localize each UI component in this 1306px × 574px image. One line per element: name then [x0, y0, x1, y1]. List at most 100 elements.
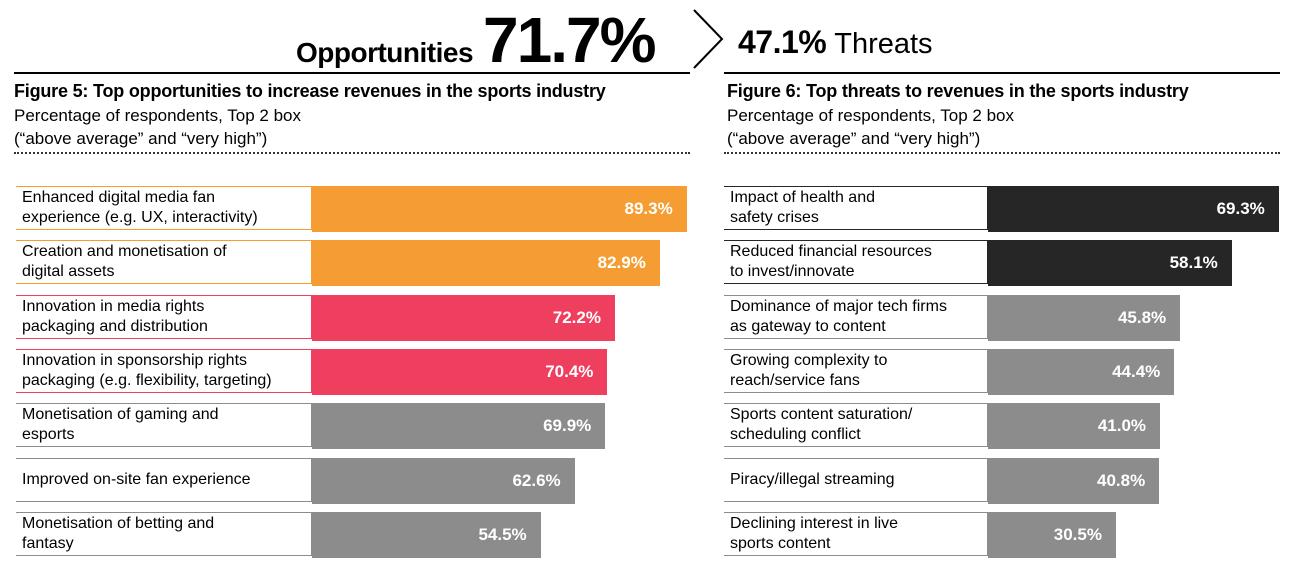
- bar-value-label: 58.1%: [1169, 253, 1218, 273]
- category-label-line: safety crises: [730, 209, 819, 226]
- category-label-text: Dominance of major tech firms as gateway …: [730, 297, 947, 337]
- bar: 41.0%: [988, 403, 1161, 450]
- category-label: Impact of health and safety crises: [724, 186, 988, 230]
- bar-value-label: 54.5%: [478, 524, 527, 544]
- bar-value-label: 69.3%: [1216, 199, 1265, 218]
- bar-value-label: 45.8%: [1117, 307, 1167, 327]
- category-label-line: Monetisation of betting and: [22, 514, 215, 532]
- category-label-line: scheduling conflict: [730, 426, 861, 444]
- category-label-line: digital assets: [22, 263, 115, 281]
- figure5-subtitle-line: Percentage of respondents, Top 2 box: [14, 106, 301, 125]
- category-label-text: Reduced financial resources to invest/inn…: [730, 242, 932, 282]
- category-label-text: Enhanced digital media fan experience (e.…: [22, 188, 258, 228]
- chevron-right-icon: [693, 9, 724, 69]
- category-label-text: Creation and monetisation of digital asse…: [22, 242, 227, 282]
- bar: 62.6%: [312, 457, 575, 504]
- category-label: Sports content saturation/scheduling con…: [724, 403, 988, 448]
- opportunities-value: 71.7%: [483, 4, 656, 76]
- bar-value-label: 72.2%: [552, 307, 601, 327]
- left-top-rule: [14, 72, 690, 74]
- category-label-line: Growing complexity to: [730, 351, 888, 369]
- bar-value-label: 69.9%: [543, 416, 592, 436]
- figure5-title: Figure 5: Top opportunities to increase …: [14, 81, 606, 101]
- category-label-text: Declining interest in live sports content: [730, 514, 898, 554]
- bar: 54.5%: [312, 511, 541, 558]
- category-label: Monetisation of gaming and esports: [16, 403, 312, 448]
- category-label-line: to invest/innovate: [730, 263, 855, 281]
- category-label-line: Reduced financial resources: [730, 243, 932, 261]
- category-label-line: esports: [22, 426, 75, 444]
- category-label-text: Monetisation of gaming and esports: [22, 405, 219, 445]
- category-label-text: Impact of health and safety crises: [730, 188, 875, 228]
- bar-value-label: 44.4%: [1112, 361, 1161, 381]
- figure5-subtitle: Percentage of respondents, Top 2 box (“a…: [14, 104, 301, 150]
- category-label-line: packaging (e.g. flexibility, targeting): [22, 371, 272, 389]
- bar: 44.4%: [988, 348, 1175, 395]
- category-label: Monetisation of betting and fantasy: [16, 511, 312, 556]
- category-label-line: Creation and monetisation of: [22, 243, 227, 261]
- figure6-title: Figure 6: Top threats to revenues in the…: [727, 81, 1189, 101]
- category-label: Declining interest in live sports content: [724, 511, 988, 556]
- bar-value-label: 30.5%: [1053, 524, 1102, 544]
- category-label-line: Dominance of major tech firms: [730, 297, 947, 315]
- bar-value-label: 41.0%: [1097, 416, 1147, 436]
- category-label-line: Impact of health and: [730, 189, 875, 206]
- category-label-line: Declining interest in live: [730, 514, 899, 532]
- category-label-text: Piracy/illegal streaming: [730, 470, 895, 490]
- left-dotted-rule: [14, 152, 690, 154]
- category-label-line: Innovation in sponsorship rights: [22, 351, 248, 369]
- category-label: Creation and monetisation of digital asse…: [16, 240, 312, 285]
- category-label-line: Enhanced digital media fan: [22, 189, 216, 206]
- opportunities-header: Opportunities 71.7%: [296, 8, 657, 72]
- threats-bar-chart: Impact of health and safety crises 69.3% Re…: [724, 186, 1284, 566]
- category-label: Dominance of major tech firms as gateway …: [724, 294, 988, 339]
- bar: 69.9%: [312, 403, 606, 450]
- figure5-subtitle-line: (“above average” and “very high”): [14, 129, 268, 148]
- category-label-text: Innovation in sponsorship rights packagin…: [22, 351, 272, 391]
- bar: 72.2%: [312, 294, 615, 341]
- category-label-line: Improved on-site fan experience: [22, 470, 251, 488]
- category-label-line: Piracy/illegal streaming: [730, 470, 895, 488]
- category-label-line: Innovation in media rights: [22, 297, 205, 315]
- category-label-text: Growing complexity to reach/service fans: [730, 351, 887, 391]
- opportunities-label: Opportunities: [296, 37, 474, 68]
- category-label: Innovation in sponsorship rights packagin…: [16, 348, 312, 393]
- category-label-line: packaging and distribution: [22, 317, 208, 335]
- bar: 30.5%: [988, 511, 1116, 558]
- figure6-subtitle: Percentage of respondents, Top 2 box (“a…: [727, 104, 1014, 150]
- threats-label: Threats: [834, 28, 933, 60]
- category-label: Reduced financial resources to invest/inn…: [724, 240, 988, 285]
- bar: 70.4%: [312, 348, 608, 395]
- threats-header: 47.1% Threats: [738, 24, 933, 61]
- category-label-line: reach/service fans: [730, 371, 860, 389]
- bar-value-label: 70.4%: [545, 361, 594, 381]
- bar: 40.8%: [988, 457, 1160, 504]
- category-label: Growing complexity to reach/service fans: [724, 348, 988, 393]
- figure6-subtitle-line: Percentage of respondents, Top 2 box: [727, 106, 1014, 125]
- bar: 69.3%: [988, 186, 1279, 232]
- category-label-line: Sports content saturation/: [730, 406, 913, 424]
- bar-value-label: 89.3%: [624, 199, 673, 218]
- bar: 45.8%: [988, 294, 1181, 341]
- category-label-line: Monetisation of gaming and: [22, 406, 219, 424]
- right-dotted-rule: [724, 152, 1280, 154]
- category-label: Innovation in media rights packaging and …: [16, 294, 312, 339]
- category-label-line: sports content: [730, 534, 831, 552]
- category-label-text: Innovation in media rights packaging and …: [22, 297, 208, 337]
- bar: 58.1%: [988, 240, 1232, 287]
- right-top-rule: [724, 72, 1280, 74]
- category-label: Piracy/illegal streaming: [724, 457, 988, 502]
- bar: 89.3%: [312, 186, 687, 232]
- category-label: Improved on-site fan experience: [16, 457, 312, 502]
- bar-value-label: 62.6%: [512, 470, 561, 490]
- figure6-subtitle-line: (“above average” and “very high”): [727, 129, 981, 148]
- bar: 82.9%: [312, 240, 660, 287]
- bar-value-label: 40.8%: [1096, 470, 1146, 490]
- bar-value-label: 82.9%: [597, 253, 646, 273]
- category-label-text: Monetisation of betting and fantasy: [22, 514, 214, 554]
- opportunities-bar-chart: Enhanced digital media fan experience (e.…: [16, 186, 692, 566]
- category-label-line: fantasy: [22, 534, 74, 552]
- category-label-text: Improved on-site fan experience: [22, 470, 251, 490]
- category-label-line: as gateway to content: [730, 317, 886, 335]
- category-label: Enhanced digital media fan experience (e.…: [16, 186, 312, 230]
